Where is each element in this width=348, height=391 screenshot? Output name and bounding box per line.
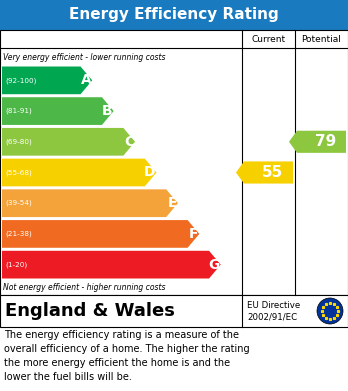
Text: Energy Efficiency Rating: Energy Efficiency Rating	[69, 7, 279, 23]
Text: EU Directive
2002/91/EC: EU Directive 2002/91/EC	[247, 301, 300, 321]
Text: Current: Current	[252, 34, 286, 43]
Text: (69-80): (69-80)	[5, 138, 32, 145]
Bar	[0, 295, 348, 327]
Text: (39-54): (39-54)	[5, 200, 32, 206]
Polygon shape	[2, 159, 157, 187]
Text: (21-38): (21-38)	[5, 231, 32, 237]
Polygon shape	[289, 131, 346, 153]
Text: A: A	[80, 74, 91, 87]
Text: (1-20): (1-20)	[5, 262, 27, 268]
Text: Potential: Potential	[302, 34, 341, 43]
Text: (81-91): (81-91)	[5, 108, 32, 114]
Bar	[0, 0, 348, 30]
Polygon shape	[2, 66, 92, 94]
Text: Very energy efficient - lower running costs: Very energy efficient - lower running co…	[3, 54, 166, 63]
Text: England & Wales: England & Wales	[5, 302, 175, 320]
Text: D: D	[144, 165, 156, 179]
Text: C: C	[124, 135, 134, 149]
Bar	[0, 30, 348, 295]
Text: E: E	[167, 196, 177, 210]
Circle shape	[317, 298, 343, 324]
Text: 55: 55	[262, 165, 283, 180]
Polygon shape	[2, 220, 199, 248]
Text: (55-68): (55-68)	[5, 169, 32, 176]
Polygon shape	[2, 251, 221, 278]
Text: The energy efficiency rating is a measure of the
overall efficiency of a home. T: The energy efficiency rating is a measur…	[4, 330, 250, 382]
Text: Not energy efficient - higher running costs: Not energy efficient - higher running co…	[3, 283, 166, 292]
Polygon shape	[2, 128, 135, 156]
Text: F: F	[189, 227, 198, 241]
Text: G: G	[208, 258, 220, 272]
Polygon shape	[2, 97, 114, 125]
Text: 79: 79	[315, 134, 336, 149]
Polygon shape	[236, 161, 293, 183]
Text: B: B	[102, 104, 113, 118]
Polygon shape	[2, 189, 178, 217]
Text: (92-100): (92-100)	[5, 77, 37, 84]
